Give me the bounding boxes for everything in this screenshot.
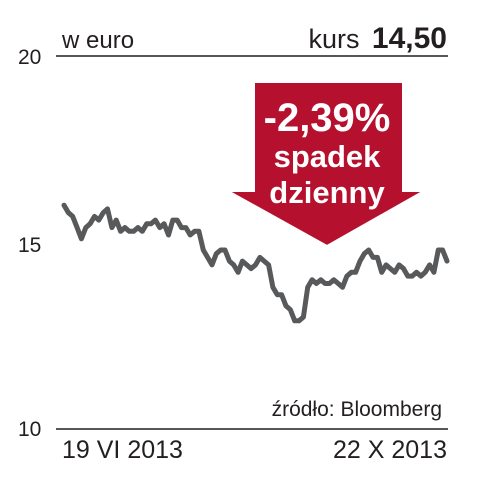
x-start-date: 19 VI 2013	[62, 436, 183, 464]
price-label: kurs	[308, 24, 359, 54]
price-value: 14,50	[372, 22, 447, 55]
badge-line2: dzienny	[269, 175, 385, 210]
badge-change: -2,39%	[264, 96, 391, 140]
source-label: źródło: Bloomberg	[272, 398, 442, 421]
badge-line1: spadek	[274, 139, 382, 174]
series-line	[61, 202, 450, 324]
y-tick-label-15: 15	[18, 234, 41, 257]
y-tick-label-20: 20	[18, 46, 41, 69]
down-arrow-icon	[224, 81, 428, 248]
y-tick-label-10: 10	[18, 418, 41, 441]
daily-change-badge: -2,39% spadek dzienny	[224, 81, 428, 248]
x-end-date: 22 X 2013	[333, 436, 447, 464]
unit-label: w euro	[61, 27, 134, 54]
price-readout: kurs 14,50	[308, 22, 447, 55]
